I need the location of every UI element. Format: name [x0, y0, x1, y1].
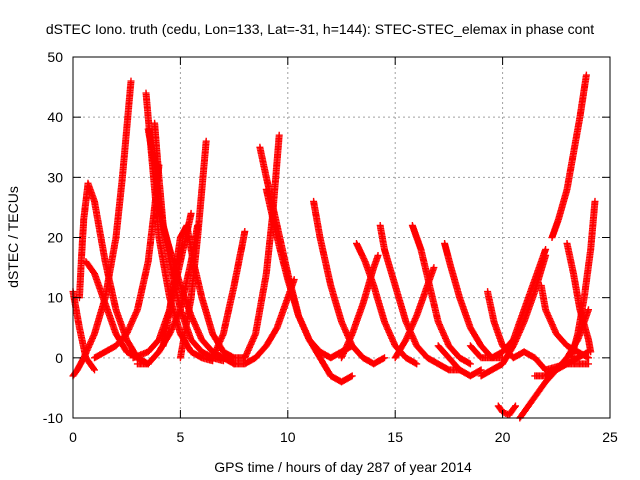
series-markers	[262, 185, 356, 386]
series-arc-34	[548, 71, 590, 241]
y-tick-label: -10	[43, 410, 63, 426]
x-tick-label: 15	[387, 429, 403, 445]
data-layer	[69, 71, 599, 422]
series-markers	[209, 228, 249, 362]
series-arc-21	[376, 222, 464, 374]
series-markers	[434, 342, 485, 380]
series-arc-17	[262, 185, 356, 386]
series-markers	[376, 222, 464, 374]
series-markers	[567, 197, 599, 362]
x-tick-label: 25	[602, 429, 618, 445]
x-tick-label: 0	[69, 429, 77, 445]
y-tick-label: 10	[47, 290, 63, 306]
y-tick-label: 50	[47, 49, 63, 65]
chart-title: dSTEC Iono. truth (cedu, Lon=133, Lat=-3…	[46, 21, 594, 37]
x-tick-label: 10	[280, 429, 296, 445]
series-markers	[477, 252, 550, 380]
series-markers	[408, 222, 474, 368]
series-arc-13	[209, 228, 249, 362]
series-markers	[151, 119, 238, 368]
y-tick-label: 20	[47, 230, 63, 246]
series-arc-11	[151, 119, 238, 368]
series-arc-20	[353, 240, 421, 368]
series-markers	[484, 288, 550, 374]
series-markers	[176, 137, 210, 362]
series-markers	[353, 240, 421, 368]
x-axis-label: GPS time / hours of day 287 of year 2014	[214, 459, 472, 475]
series-arc-12	[176, 137, 210, 362]
x-tick-label: 20	[495, 429, 511, 445]
x-tick-label: 5	[177, 429, 185, 445]
series-markers	[542, 360, 592, 374]
series-arc-33	[542, 360, 592, 374]
y-tick-label: 0	[55, 350, 63, 366]
series-arc-24	[434, 342, 485, 380]
y-tick-label: 30	[47, 169, 63, 185]
series-markers	[391, 264, 438, 362]
y-axis-label: dSTEC / TECUs	[5, 186, 21, 288]
ticks: 0 5 10 15 20 25 -10 0 10 20 30 40 50	[43, 49, 618, 445]
series-arc-18	[310, 197, 388, 368]
series-arc-27	[477, 252, 550, 380]
series-markers	[310, 197, 388, 368]
y-tick-label: 40	[47, 109, 63, 125]
series-arc-23	[391, 264, 438, 362]
series-arc-36	[567, 197, 599, 362]
series-arc-28	[484, 288, 550, 374]
series-arc-22	[408, 222, 474, 368]
series-markers	[548, 71, 590, 241]
